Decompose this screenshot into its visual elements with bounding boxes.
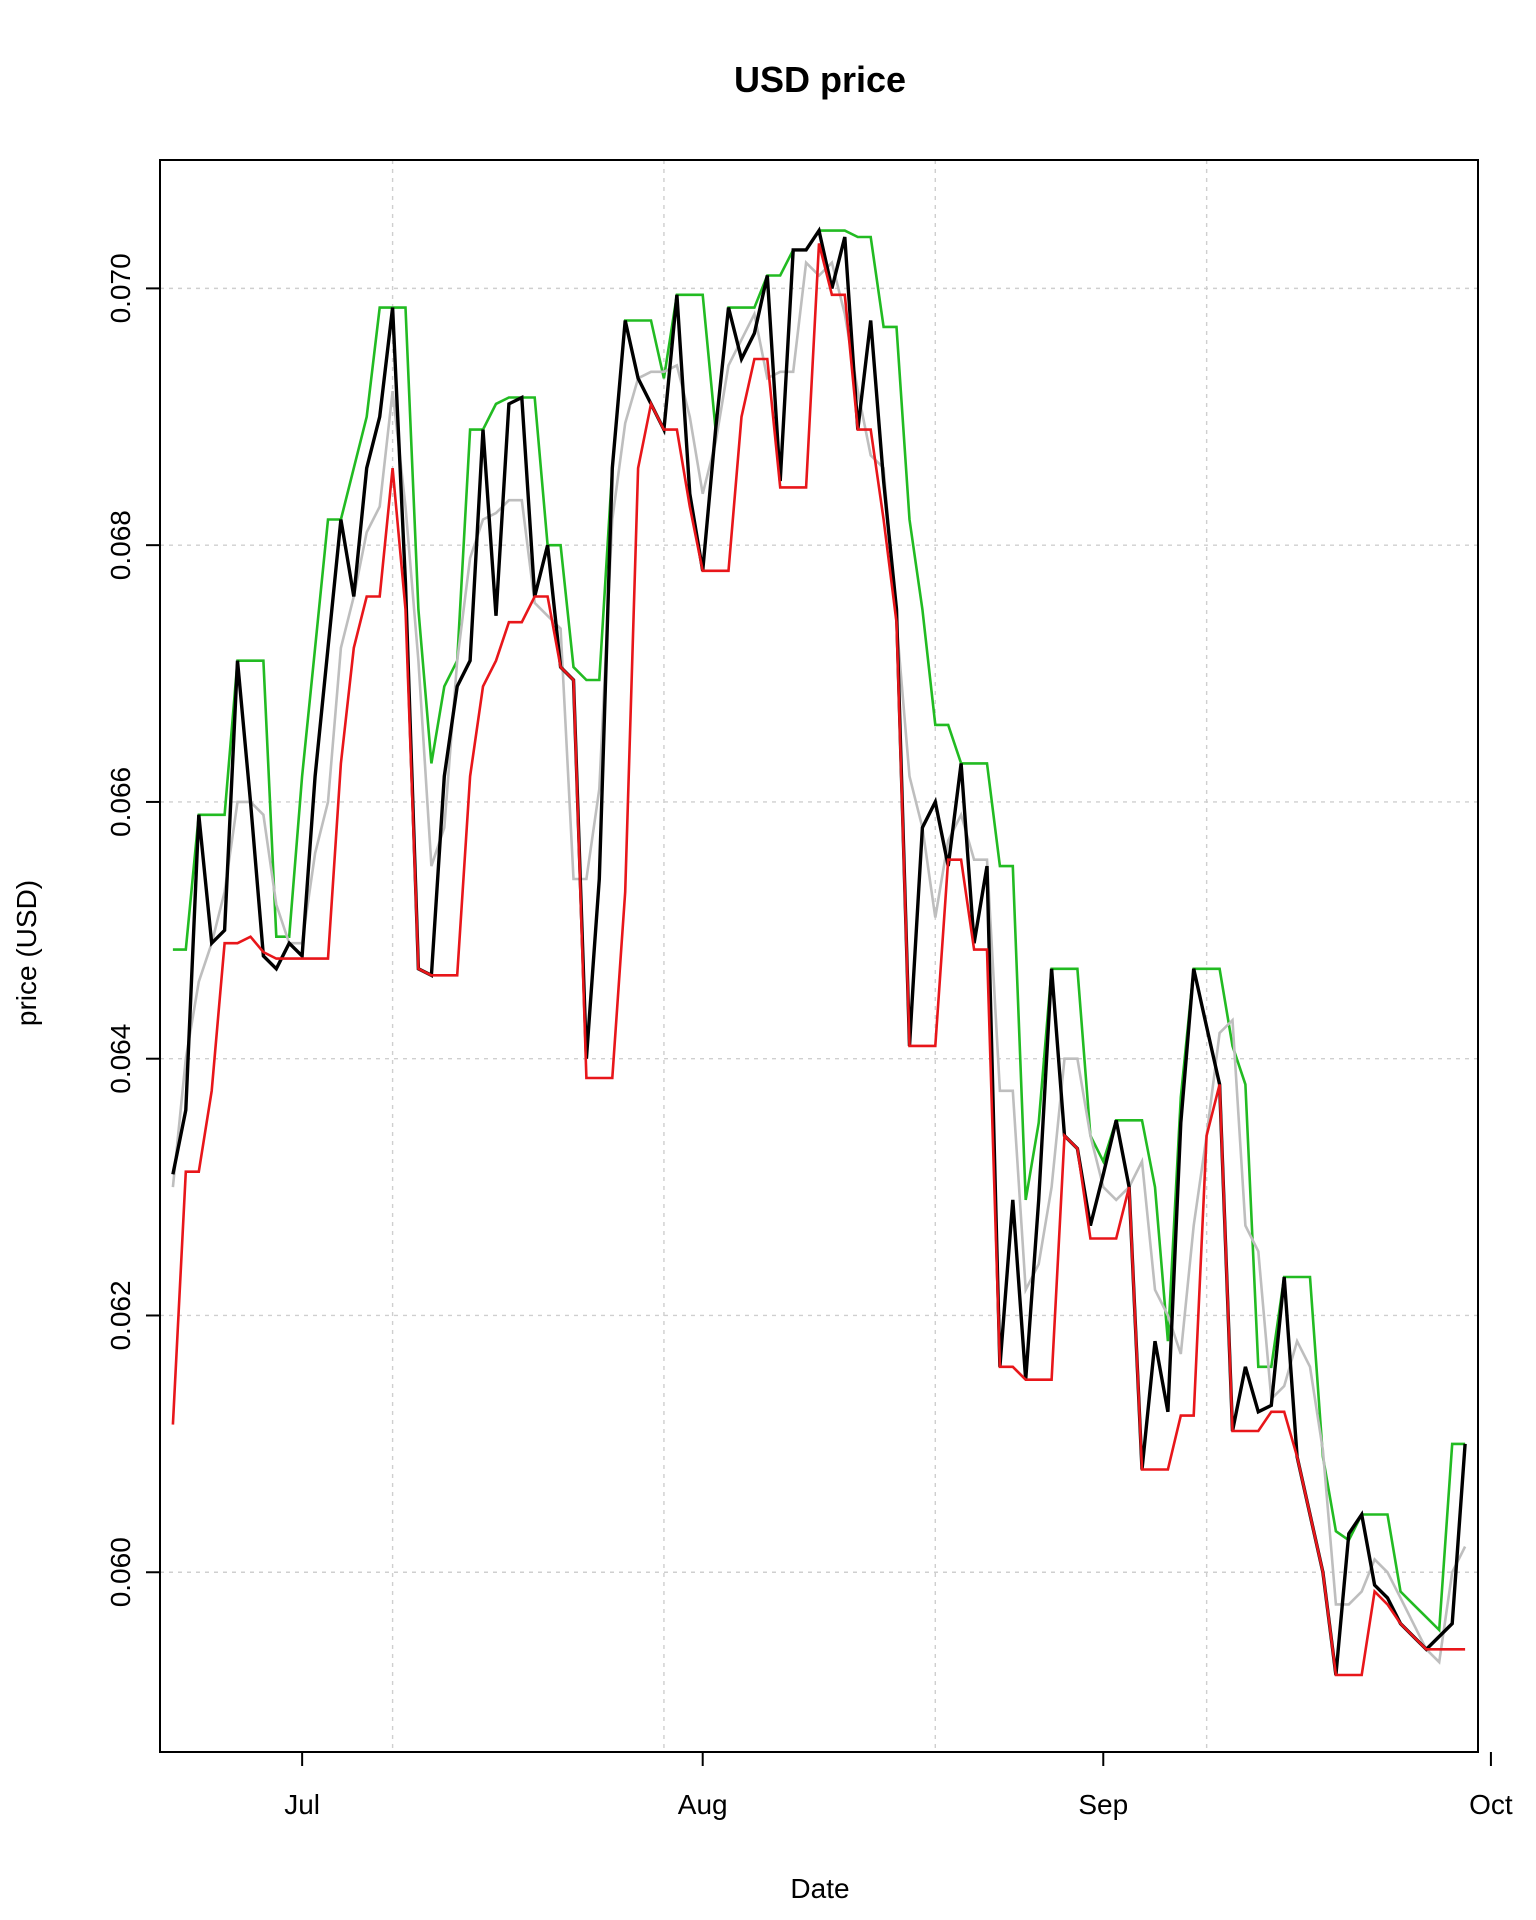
series-line-close bbox=[171, 226, 1467, 1676]
x-tick-label: Sep bbox=[1078, 1789, 1128, 1820]
y-tick-label: 0.070 bbox=[105, 253, 136, 323]
x-tick-label: Oct bbox=[1469, 1789, 1513, 1820]
axes: 0.060 0.062 0.064 0.066 0.068 0.070 Jul Aug Sep O… bbox=[105, 253, 1513, 1820]
series-line-low bbox=[171, 243, 1466, 1677]
y-tick-label: 0.062 bbox=[105, 1280, 136, 1350]
series-lines bbox=[171, 226, 1467, 1677]
x-tick-label: Aug bbox=[678, 1789, 728, 1820]
grid-lines bbox=[160, 160, 1478, 1752]
series-line-mean bbox=[171, 259, 1467, 1665]
y-tick-label: 0.066 bbox=[105, 767, 136, 837]
chart-title: USD price bbox=[734, 59, 906, 100]
plot-frame bbox=[159, 159, 1479, 1753]
x-axis-label: Date bbox=[790, 1873, 849, 1904]
y-tick-label: 0.060 bbox=[105, 1537, 136, 1607]
y-tick-label: 0.064 bbox=[105, 1024, 136, 1094]
x-tick-label: Jul bbox=[284, 1789, 320, 1820]
y-axis-label: price (USD) bbox=[11, 880, 42, 1026]
y-tick-label: 0.068 bbox=[105, 510, 136, 580]
